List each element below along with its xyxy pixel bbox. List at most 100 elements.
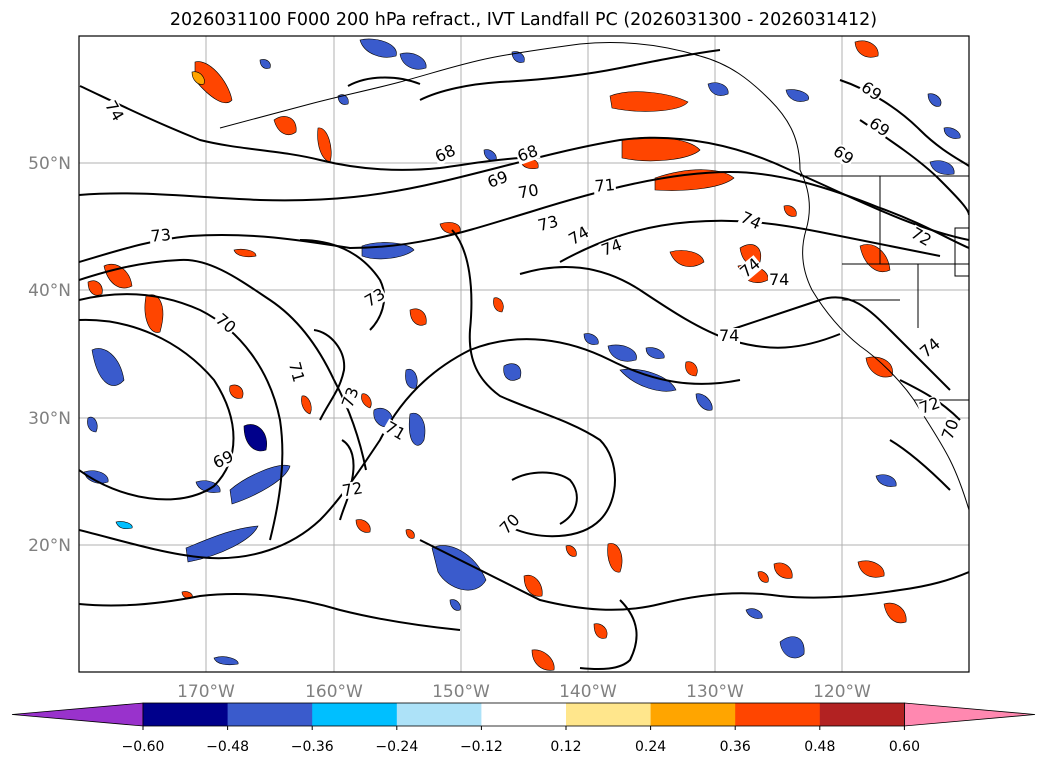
contour-label: 70	[517, 180, 540, 202]
colorbar-segment	[566, 703, 652, 726]
cool-blob	[927, 93, 942, 107]
contour-line	[451, 229, 616, 538]
cool-blob	[431, 545, 487, 591]
longitude-labels: 170°W 160°W 150°W 140°W 130°W 120°W	[177, 682, 871, 702]
warm-blob	[593, 623, 608, 639]
warm-blob	[883, 602, 907, 624]
colorbar-segment	[819, 703, 905, 726]
contour-line	[579, 599, 638, 670]
cool-blob	[359, 38, 397, 58]
cool-blob	[583, 333, 599, 345]
warm-blob	[609, 91, 689, 112]
warm-blob	[857, 560, 885, 578]
cool-blob	[779, 636, 805, 659]
warm-blob	[229, 384, 244, 399]
warm-blob	[405, 529, 415, 539]
colorbar-tick-label: −0.48	[206, 739, 249, 755]
warm-blob	[565, 545, 577, 557]
warm-blob	[301, 395, 312, 415]
colorbar-segment	[735, 703, 821, 726]
state-border	[954, 227, 969, 277]
cool-blob	[213, 656, 239, 666]
cool-blob	[259, 59, 271, 69]
colorbar-tick-label: 0.60	[889, 739, 920, 755]
warm-blob	[233, 248, 257, 258]
cool-blob	[695, 393, 713, 411]
contour-label: 73	[536, 212, 561, 236]
colorbar-tick-label: −0.60	[122, 739, 165, 755]
contour-label: 72	[341, 478, 364, 500]
contour-label: 74	[719, 326, 739, 345]
lat-label: 20°N	[28, 536, 71, 556]
contour-line	[79, 318, 235, 501]
colorbar-extend-min	[11, 702, 144, 727]
warm-blob	[87, 280, 103, 296]
lat-label: 30°N	[28, 409, 71, 429]
refractivity-contours	[79, 49, 969, 670]
lon-label: 160°W	[305, 682, 363, 702]
colorbar-segment	[227, 703, 313, 726]
contour-line	[419, 539, 969, 611]
lon-label: 120°W	[813, 682, 871, 702]
cool-blob	[929, 160, 955, 175]
contour-label: 74	[769, 270, 789, 289]
cool-blob	[943, 127, 961, 139]
cool-blob	[408, 412, 426, 446]
cool-blob	[115, 521, 133, 530]
colorbar-tick-label: −0.24	[375, 739, 418, 755]
map-title: 2026031100 F000 200 hPa refract., IVT La…	[169, 10, 878, 30]
cool-blob	[503, 363, 522, 381]
warm-blob	[273, 116, 297, 135]
colorbar-tick-label: −0.12	[460, 739, 503, 755]
warm-blob	[685, 361, 698, 377]
colorbar-tick-label: 0.48	[804, 739, 835, 755]
contour-labels: 74 68 68 69 70 71 73 74 74 74 74 74 73 7…	[101, 77, 963, 538]
cool-blob	[87, 416, 98, 433]
colorbar-segment	[312, 703, 398, 726]
lon-label: 150°W	[432, 682, 490, 702]
warm-blob	[607, 543, 623, 573]
colorbar-segment	[396, 703, 482, 726]
contour-line	[79, 293, 284, 541]
warm-blob	[523, 574, 543, 597]
contour-label: 71	[594, 175, 616, 196]
colorbar-outline	[142, 702, 905, 727]
lat-label: 40°N	[28, 281, 71, 301]
cool-blob	[399, 52, 427, 70]
contour-line	[79, 170, 969, 263]
warm-blob	[783, 205, 797, 217]
contour-line	[729, 296, 951, 391]
cool-blob	[607, 344, 637, 362]
lon-label: 140°W	[559, 682, 617, 702]
lat-label: 50°N	[28, 154, 71, 174]
contour-line	[519, 266, 841, 349]
coastline-north-america	[799, 169, 969, 511]
cool-blob	[91, 348, 125, 386]
warm-blob	[865, 356, 893, 378]
colorbar-tick-label: 0.36	[720, 739, 751, 755]
plot-frame	[78, 35, 970, 673]
contour-line	[313, 329, 346, 421]
contour-line	[79, 592, 461, 631]
contour-line	[79, 85, 521, 171]
warm-blob	[669, 250, 705, 267]
cool-blob	[83, 470, 109, 484]
colorbar-tick-label: 0.24	[635, 739, 666, 755]
cool-blob	[785, 89, 809, 102]
colorbar-extend-max	[904, 702, 1036, 727]
warm-blob	[859, 244, 891, 272]
lon-label: 170°W	[177, 682, 235, 702]
warm-blob	[757, 571, 769, 583]
contour-label: 73	[150, 225, 172, 246]
warm-blob	[194, 61, 233, 104]
contour-line	[889, 439, 951, 491]
colorbar-segment	[650, 703, 736, 726]
warm-blob	[654, 169, 735, 191]
coastline-alaska	[219, 42, 801, 171]
warm-blob	[361, 393, 372, 409]
cool-blob	[645, 347, 665, 359]
warm-blob	[773, 562, 793, 579]
contour-line	[79, 338, 741, 560]
warm-blob	[355, 519, 371, 533]
